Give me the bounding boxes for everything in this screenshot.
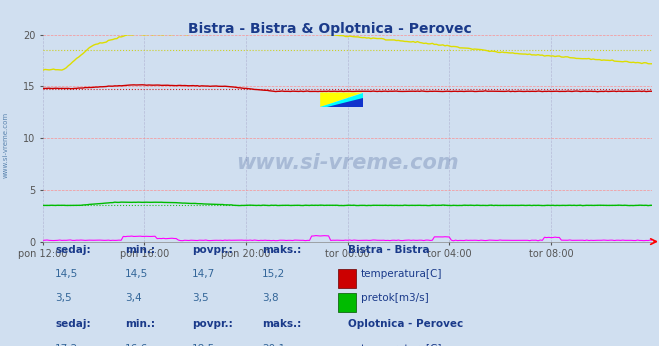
Text: 18,5: 18,5 [192, 344, 215, 346]
Text: povpr.:: povpr.: [192, 245, 233, 255]
Text: 15,2: 15,2 [262, 269, 285, 279]
Text: 3,5: 3,5 [55, 293, 72, 303]
Text: temperatura[C]: temperatura[C] [361, 344, 443, 346]
Text: min.:: min.: [125, 319, 155, 329]
Text: maks.:: maks.: [262, 319, 302, 329]
Text: 20,1: 20,1 [262, 344, 285, 346]
Text: 3,4: 3,4 [125, 293, 142, 303]
Text: 14,7: 14,7 [192, 269, 215, 279]
Text: 17,2: 17,2 [55, 344, 78, 346]
Text: Bistra - Bistra & Oplotnica - Perovec: Bistra - Bistra & Oplotnica - Perovec [188, 22, 471, 36]
Text: Oplotnica - Perovec: Oplotnica - Perovec [348, 319, 463, 329]
Text: maks.:: maks.: [262, 245, 302, 255]
Text: 16,6: 16,6 [125, 344, 148, 346]
Text: temperatura[C]: temperatura[C] [361, 269, 443, 279]
Polygon shape [327, 98, 363, 107]
Polygon shape [320, 92, 363, 107]
Text: 3,5: 3,5 [192, 293, 209, 303]
Text: sedaj:: sedaj: [55, 319, 91, 329]
Text: povpr.:: povpr.: [192, 319, 233, 329]
Bar [339, 269, 356, 288]
Text: 3,8: 3,8 [262, 293, 279, 303]
Text: Bistra - Bistra: Bistra - Bistra [348, 245, 429, 255]
Text: www.si-vreme.com: www.si-vreme.com [2, 112, 9, 179]
Bar [339, 293, 356, 312]
Text: pretok[m3/s]: pretok[m3/s] [361, 293, 429, 303]
Text: min.:: min.: [125, 245, 155, 255]
Text: 14,5: 14,5 [125, 269, 148, 279]
Text: 14,5: 14,5 [55, 269, 78, 279]
Text: www.si-vreme.com: www.si-vreme.com [237, 153, 459, 173]
Text: sedaj:: sedaj: [55, 245, 91, 255]
Polygon shape [320, 92, 363, 107]
Bar [339, 344, 356, 346]
